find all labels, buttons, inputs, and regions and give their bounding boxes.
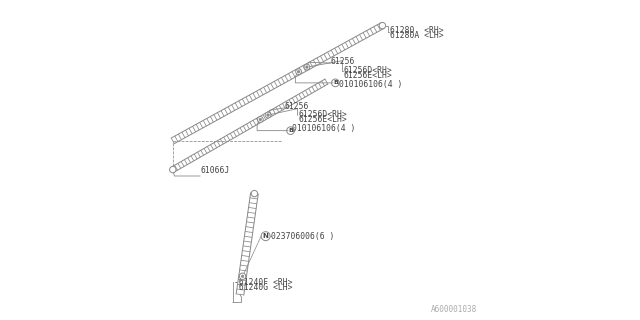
Circle shape [265,112,271,118]
Text: 61280A <LH>: 61280A <LH> [390,31,444,40]
Text: 010106106(4 ): 010106106(4 ) [339,80,403,89]
Text: 61256D<RH>: 61256D<RH> [298,110,347,119]
Text: -61240F <RH>: -61240F <RH> [234,278,292,287]
Text: 61066J: 61066J [201,166,230,175]
Text: A600001038: A600001038 [431,305,477,314]
Text: 61280  <RH>: 61280 <RH> [390,26,444,35]
Text: B: B [288,128,293,133]
Circle shape [296,69,301,75]
Text: 61240G <LH>: 61240G <LH> [234,283,292,292]
Text: 61256E<LH>: 61256E<LH> [343,71,392,80]
Circle shape [267,114,269,116]
Text: 61256D<RH>: 61256D<RH> [343,66,392,75]
Circle shape [304,64,310,70]
Circle shape [259,118,262,121]
Text: 61256: 61256 [331,57,355,66]
Text: 023706006(6 ): 023706006(6 ) [271,232,335,241]
Circle shape [297,70,300,73]
Circle shape [170,166,176,173]
Text: 010106106(4 ): 010106106(4 ) [292,124,356,133]
Circle shape [379,22,385,29]
Circle shape [241,275,244,277]
Text: 61256: 61256 [285,102,309,111]
Circle shape [239,273,246,279]
Text: N: N [262,233,269,239]
Circle shape [251,190,257,197]
Circle shape [306,66,308,68]
Text: B: B [333,80,338,85]
Text: 61256E<LH>: 61256E<LH> [298,116,347,124]
Circle shape [257,116,263,122]
